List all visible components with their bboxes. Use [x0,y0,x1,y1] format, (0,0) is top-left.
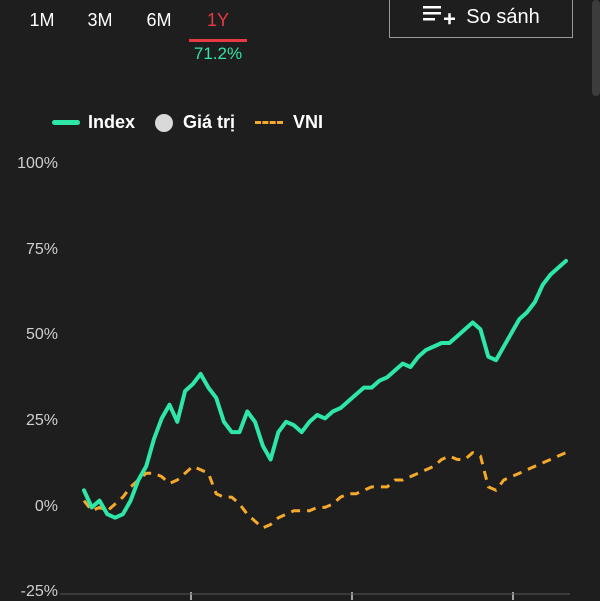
scrollbar[interactable] [592,0,600,96]
y-tick-label: 75% [25,241,58,258]
value-dot-swatch [155,113,174,132]
tab-6m[interactable]: 6M [146,10,172,30]
compare-button[interactable]: So sánh [389,0,573,38]
y-tick-label: 50% [25,326,58,343]
tab-1m[interactable]: 1M [29,10,55,30]
y-tick-label: 25% [25,412,58,429]
vni-dashed-swatch [255,121,284,124]
y-tick-label: 100% [17,155,58,172]
legend-vni[interactable]: VNI [255,112,323,133]
legend-vni-label: VNI [293,112,324,132]
x-axis-ticks [60,592,570,600]
legend-value[interactable]: Giá trị [155,112,235,133]
chart-legend: Index Giá trị VNI [52,112,343,133]
y-tick-label: -25% [20,583,58,600]
series-vni-line [82,451,567,530]
active-tab-indicator [189,39,247,42]
tab-1y[interactable]: 1Y [206,10,230,30]
legend-value-label: Giá trị [183,112,236,132]
compare-button-label: So sánh [466,5,540,28]
playlist-add-icon [422,3,456,31]
y-tick-label: 0% [34,498,58,515]
legend-index[interactable]: Index [52,112,135,133]
tab-3m[interactable]: 3M [87,10,113,30]
legend-index-label: Index [88,112,136,132]
period-change-value: 71.2% [193,44,243,63]
index-line-swatch [52,120,80,125]
series-index-line [82,258,568,520]
